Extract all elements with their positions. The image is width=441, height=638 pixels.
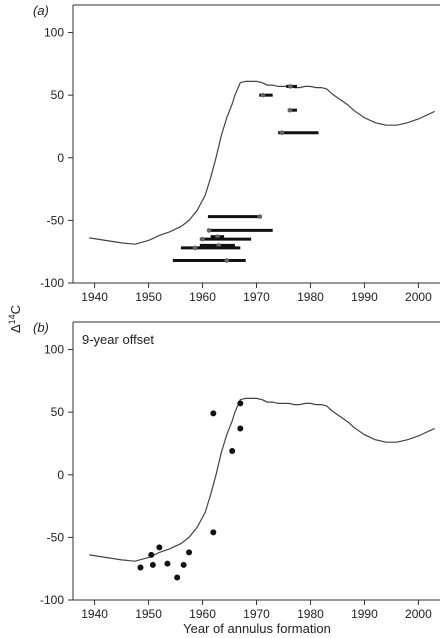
y-tick-label: 0 <box>57 151 64 165</box>
age-estimate-point <box>287 107 293 113</box>
data-point <box>148 551 155 558</box>
data-point <box>237 400 244 407</box>
age-estimate-point <box>224 258 230 263</box>
panel-b: 1940 1950 1960 1970 1980 1990 2000 -100 -50 0 50 10… <box>33 320 440 621</box>
age-estimate-point <box>200 236 205 242</box>
x-tick-label: 1970 <box>243 290 270 304</box>
data-point <box>229 447 236 454</box>
data-point <box>186 549 193 556</box>
x-tick-label: 1980 <box>297 290 324 304</box>
x-tick-label: 1940 <box>81 607 108 621</box>
x-tick-label: 1980 <box>297 607 324 621</box>
panel-label: (a) <box>33 3 49 18</box>
y-tick-label: -50 <box>47 530 65 544</box>
x-tick-label: 1940 <box>81 290 108 304</box>
panel-a: 1940 1950 1960 1970 1980 1990 2000 -100 -50 0 50 10… <box>33 3 440 304</box>
age-estimate-point <box>257 214 263 219</box>
reference-curve <box>89 80 435 245</box>
data-point <box>210 529 217 536</box>
age-estimate-point <box>260 92 266 98</box>
x-tick-label: 1960 <box>189 607 216 621</box>
data-point <box>149 561 156 568</box>
x-tick-label: 1950 <box>135 607 162 621</box>
y-tick-label: 50 <box>51 88 65 102</box>
age-estimate-point <box>288 84 293 89</box>
y-tick-label: -100 <box>40 593 64 607</box>
x-axis-label: Year of annulus formation <box>183 621 331 636</box>
y-tick-label: -100 <box>40 276 64 290</box>
x-tick-label: 2000 <box>405 290 432 304</box>
y-tick-label: 100 <box>44 26 64 40</box>
age-estimate-point <box>279 130 285 136</box>
age-estimate-point <box>192 245 198 251</box>
y-tick-label: 100 <box>44 343 64 357</box>
x-tick-label: 1970 <box>243 607 270 621</box>
x-tick-label: 1960 <box>189 290 216 304</box>
y-tick-label: 0 <box>57 468 64 482</box>
axis-frame <box>72 322 440 601</box>
data-point <box>174 574 181 581</box>
panel-label: (b) <box>33 320 49 335</box>
data-point <box>156 544 163 551</box>
annotation: 9-year offset <box>82 332 154 347</box>
data-point <box>180 561 187 568</box>
data-point <box>137 564 144 571</box>
x-tick-label: 1990 <box>351 290 378 304</box>
y-axis-label: Δ14C <box>7 305 23 333</box>
age-estimate-point <box>206 228 212 233</box>
x-tick-label: 1950 <box>135 290 162 304</box>
axis-frame <box>72 5 440 284</box>
x-tick-label: 1990 <box>351 607 378 621</box>
x-tick-label: 2000 <box>405 607 432 621</box>
y-tick-label: -50 <box>47 213 65 227</box>
y-tick-label: 50 <box>51 405 65 419</box>
data-point <box>237 425 244 432</box>
reference-curve <box>89 397 435 562</box>
data-point <box>164 560 171 567</box>
data-point <box>210 410 217 417</box>
